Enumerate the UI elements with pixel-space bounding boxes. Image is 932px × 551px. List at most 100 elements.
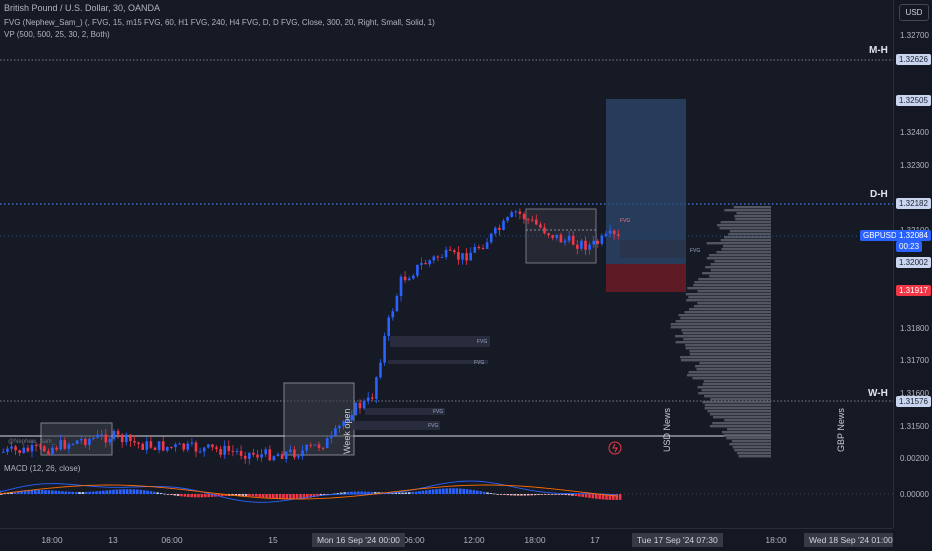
axis-corner xyxy=(893,528,932,550)
volume-bar xyxy=(689,353,771,356)
candle xyxy=(63,440,67,449)
candle xyxy=(551,235,554,238)
time-label: 18:00 xyxy=(41,535,63,545)
candle xyxy=(264,449,267,455)
macd-hist-bar xyxy=(238,494,241,496)
week-open-label: Week open xyxy=(342,408,352,454)
volume-bar xyxy=(735,218,771,221)
macd-hist-bar xyxy=(40,489,44,494)
macd-hist-bar xyxy=(472,490,476,494)
candle xyxy=(211,444,214,448)
candle xyxy=(88,438,91,445)
price-axis[interactable]: USD 1.32700 1.32400 1.32300 1.32100 1.31… xyxy=(860,0,932,528)
volume-bar xyxy=(698,278,771,281)
macd-legend[interactable]: MACD (12, 26, close) xyxy=(4,464,81,473)
candle xyxy=(129,434,132,442)
macd-pane xyxy=(0,480,622,503)
candle xyxy=(477,246,481,249)
macd-hist-bar xyxy=(105,490,108,494)
price-tick: 1.32400 xyxy=(900,128,929,137)
volume-bar xyxy=(680,317,771,320)
time-axis[interactable]: 18:00 13 06:00 15 06:00 12:00 18:00 17 1… xyxy=(0,528,898,551)
macd-hist-bar xyxy=(170,494,173,495)
stop-loss-price-badge: 1.31917 xyxy=(896,285,931,296)
symbol-badge: GBPUSD xyxy=(860,230,900,241)
macd-hist-bar xyxy=(20,490,23,494)
candle xyxy=(215,447,218,450)
macd-hist-bar xyxy=(241,494,244,496)
candle xyxy=(612,230,616,235)
macd-hist-bar xyxy=(523,494,527,496)
macd-hist-bar xyxy=(418,491,421,494)
candle xyxy=(555,234,559,238)
candle xyxy=(6,448,9,452)
candle xyxy=(518,211,522,214)
macd-hist-bar xyxy=(176,494,180,496)
candle xyxy=(576,244,579,249)
macd-hist-bar xyxy=(173,494,176,496)
macd-hist-bar xyxy=(289,494,292,500)
volume-bar xyxy=(719,227,771,230)
symbol-legend[interactable]: British Pound / U.S. Dollar, 30, OANDA xyxy=(4,3,161,13)
candle xyxy=(47,451,50,455)
watermark: @Nephew_Sam_ xyxy=(8,439,56,445)
volume-bar xyxy=(704,407,771,410)
macd-hist-bar xyxy=(455,488,459,494)
candle xyxy=(539,224,542,228)
candle xyxy=(420,263,423,265)
macd-hist-bar xyxy=(445,488,448,494)
vp-indicator-legend[interactable]: VP (500, 500, 25, 30, 2, Both) xyxy=(4,30,110,39)
take-profit-zone xyxy=(606,99,686,264)
macd-hist-bar xyxy=(612,494,615,500)
volume-bar xyxy=(675,320,771,323)
macd-hist-bar xyxy=(554,494,557,495)
candle xyxy=(112,431,116,440)
macd-hist-bar xyxy=(414,491,418,494)
candle xyxy=(227,445,231,451)
macd-hist-bar xyxy=(530,494,533,496)
fvg-box-2 xyxy=(365,408,445,415)
macd-hist-bar xyxy=(98,491,102,494)
macd-hist-bar xyxy=(37,489,40,494)
time-label: 15 xyxy=(268,535,278,545)
macd-hist-bar xyxy=(374,492,377,494)
fvg-indicator-legend[interactable]: FVG (Nephew_Sam_) (, FVG, 15, m15 FVG, 6… xyxy=(4,18,435,27)
candle xyxy=(141,443,144,450)
volume-bar xyxy=(681,329,771,332)
macd-hist-bar xyxy=(510,494,513,496)
macd-hist-bar xyxy=(435,489,438,494)
macd-hist-bar xyxy=(316,494,319,497)
candle xyxy=(403,276,407,281)
macd-hist-bar xyxy=(207,494,210,498)
candle xyxy=(174,444,177,448)
time-label: 17 xyxy=(590,535,600,545)
candle xyxy=(453,250,456,253)
macd-hist-bar xyxy=(537,494,540,495)
time-label: 18:00 xyxy=(765,535,787,545)
candle xyxy=(67,444,71,449)
macd-hist-bar xyxy=(550,494,554,495)
macd-hist-bar xyxy=(408,492,411,494)
chart-area[interactable]: British Pound / U.S. Dollar, 30, OANDA F… xyxy=(0,0,893,528)
macd-hist-bar xyxy=(326,494,329,495)
candle xyxy=(268,449,272,461)
macd-hist-bar xyxy=(547,494,550,495)
currency-button[interactable]: USD xyxy=(899,4,929,21)
volume-bar xyxy=(701,389,771,392)
candle xyxy=(276,454,280,457)
macd-hist-bar xyxy=(30,489,34,494)
price-chart[interactable] xyxy=(0,0,893,528)
macd-hist-bar xyxy=(601,494,605,500)
volume-bar xyxy=(736,452,771,455)
macd-hist-bar xyxy=(588,494,591,498)
candle xyxy=(608,230,612,234)
fvg-box-4 xyxy=(388,360,488,364)
candle xyxy=(202,447,206,452)
macd-hist-bar xyxy=(306,494,309,499)
macd-hist-bar xyxy=(346,491,350,494)
price-tick: 1.31500 xyxy=(900,422,929,431)
candle xyxy=(198,451,202,453)
volume-bar xyxy=(685,293,771,296)
macd-hist-bar xyxy=(129,489,132,494)
volume-bar xyxy=(732,446,771,449)
